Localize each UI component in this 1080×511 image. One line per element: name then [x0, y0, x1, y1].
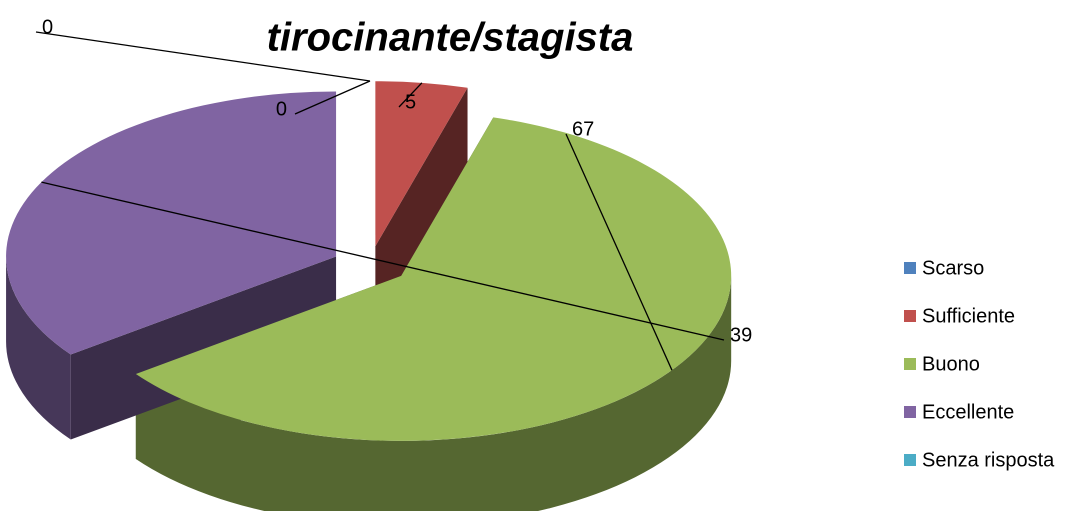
- chart-title: tirocinante/stagista: [267, 16, 634, 60]
- slice-cut-face: [70, 256, 337, 440]
- pie-slice: [6, 91, 337, 355]
- leader-line: [294, 80, 371, 115]
- legend-swatch: [904, 406, 916, 418]
- legend-label: Sufficiente: [922, 305, 1015, 327]
- legend-swatch: [904, 358, 916, 370]
- leader-line: [565, 133, 673, 371]
- pie-slice: [135, 117, 732, 441]
- slice-side: [6, 256, 71, 440]
- data-label: 39: [730, 324, 752, 346]
- legend-label: Buono: [922, 353, 980, 375]
- legend-label: Scarso: [922, 257, 984, 279]
- data-label: 0: [42, 16, 53, 38]
- legend-swatch: [904, 310, 916, 322]
- data-label: 5: [405, 91, 416, 113]
- data-label: 0: [276, 98, 287, 120]
- pie-slice: [375, 81, 468, 247]
- legend-label: Eccellente: [922, 401, 1014, 423]
- slice-cut-face: [375, 87, 468, 332]
- legend-swatch: [904, 262, 916, 274]
- legend-swatch: [904, 454, 916, 466]
- pie-tops: [6, 81, 732, 441]
- data-label: 67: [572, 118, 594, 140]
- leader-line: [35, 31, 371, 82]
- legend-label: Senza risposta: [922, 449, 1055, 471]
- leader-line: [41, 181, 725, 341]
- slice-side: [135, 275, 732, 511]
- leader-line: [398, 82, 423, 108]
